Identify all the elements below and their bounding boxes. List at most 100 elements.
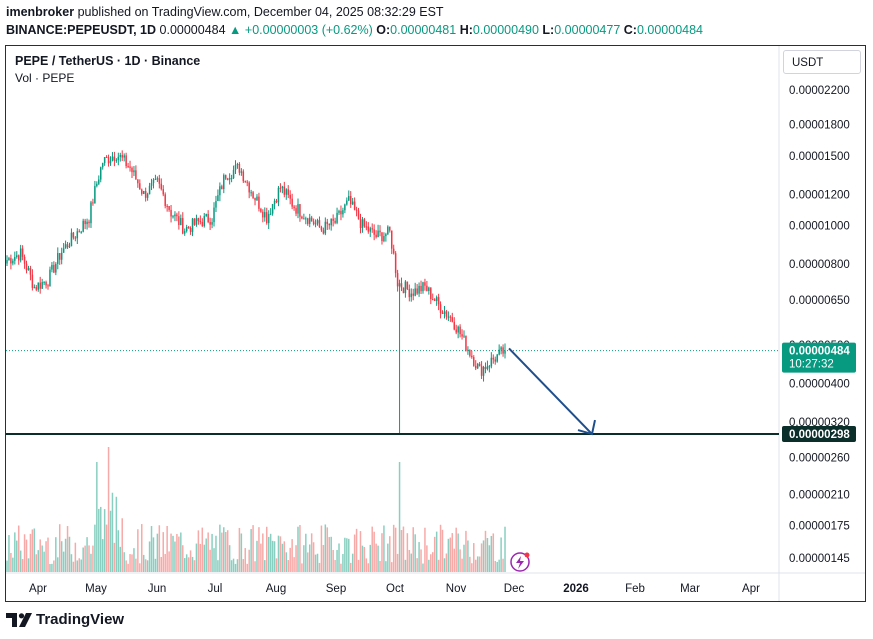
volume-bar (500, 537, 502, 572)
volume-bar (88, 545, 90, 572)
candle-body (80, 231, 82, 233)
volume-bar (242, 559, 245, 572)
volume-bar (187, 557, 190, 572)
candle-body (166, 205, 168, 207)
volume-bar (387, 543, 389, 572)
candle-body (373, 229, 375, 235)
candle-body (139, 183, 141, 190)
volume-bar (152, 537, 155, 572)
candle-body (301, 216, 303, 219)
candle-body (346, 200, 348, 205)
candle-body (187, 226, 190, 228)
candle-body (338, 210, 340, 213)
volume-bar (340, 563, 342, 572)
candle-body (422, 282, 424, 292)
candle-body (473, 357, 475, 366)
candle-body (76, 231, 79, 239)
volume-bar (363, 546, 366, 572)
candle-body (55, 263, 57, 273)
candle-body (494, 359, 496, 362)
candle-body (258, 196, 260, 209)
candle-body (377, 230, 379, 238)
volume-bar (426, 545, 428, 572)
volume-bar (289, 547, 291, 572)
volume-bar (162, 532, 164, 572)
volume-bar (33, 528, 36, 572)
candle-body (340, 210, 342, 215)
x-tick-label: May (85, 583, 107, 595)
candle-body (68, 246, 71, 248)
candle-body (453, 321, 455, 330)
volume-bar (435, 531, 438, 572)
candle-body (367, 226, 370, 232)
candle-body (277, 187, 280, 203)
volume-bar (12, 557, 14, 572)
candle-body (365, 226, 368, 228)
volume-bar (328, 537, 330, 572)
last-price: 0.00000484 (159, 23, 226, 37)
support-badge-value: 0.00000298 (789, 429, 850, 441)
last-price-badge-value: 0.00000484 (789, 346, 850, 358)
volume-bar (275, 558, 278, 572)
volume-bar (16, 540, 18, 572)
tradingview-logo[interactable]: TradingView (6, 611, 124, 628)
candle-body (74, 237, 77, 239)
candle-body (490, 357, 493, 367)
volume-bar (474, 559, 477, 572)
volume-bar (154, 558, 157, 572)
volume-bar (469, 556, 471, 572)
candle-body (504, 350, 506, 354)
x-tick-label: Mar (680, 583, 700, 595)
y-tick-label: 0.00000260 (789, 453, 850, 465)
candle-body (6, 259, 8, 264)
volume-bar (164, 554, 166, 572)
candle-body (342, 210, 344, 215)
volume-bar (453, 548, 455, 572)
volume-bar (94, 524, 96, 572)
candle-body (215, 201, 217, 208)
candle-body (293, 206, 295, 209)
candle-body (72, 232, 75, 238)
candle-body (463, 335, 465, 337)
volume-bar (457, 533, 459, 572)
volume-bar (305, 533, 307, 572)
candle-body (314, 223, 317, 225)
volume-bar (412, 527, 414, 572)
candle-body (396, 273, 399, 287)
candle-body (107, 157, 110, 164)
volume-bar (109, 510, 112, 572)
candle-body (105, 157, 108, 159)
candle-body (273, 200, 276, 205)
candle-body (297, 204, 299, 214)
volume-bar (254, 561, 256, 572)
volume-bar (310, 533, 313, 572)
candle-body (160, 183, 163, 190)
volume-bar (467, 540, 469, 572)
close-value: 0.00000484 (636, 23, 704, 37)
volume-bar (420, 549, 422, 572)
currency-button[interactable]: USDT (783, 50, 861, 74)
volume-bar (365, 558, 368, 572)
volume-bar (166, 526, 168, 572)
candle-body (135, 170, 137, 180)
volume-bar (123, 552, 125, 572)
candle-body (404, 281, 407, 294)
candle-body (141, 189, 143, 194)
volume-bar (250, 529, 252, 572)
candle-body (238, 164, 241, 173)
volume-bar (144, 559, 147, 572)
volume-bar (455, 527, 457, 572)
volume-bar (277, 535, 280, 572)
x-tick-label: Sep (326, 583, 346, 595)
volume-bar (182, 545, 184, 572)
volume-bar (342, 554, 344, 572)
candle-body (176, 214, 178, 217)
volume-bar (201, 527, 204, 572)
volume-bar (476, 556, 479, 572)
candle-body (449, 316, 452, 318)
volume-bar (224, 532, 227, 572)
volume-bar (262, 533, 264, 572)
candle-body (117, 156, 120, 160)
volume-bar (125, 560, 127, 572)
